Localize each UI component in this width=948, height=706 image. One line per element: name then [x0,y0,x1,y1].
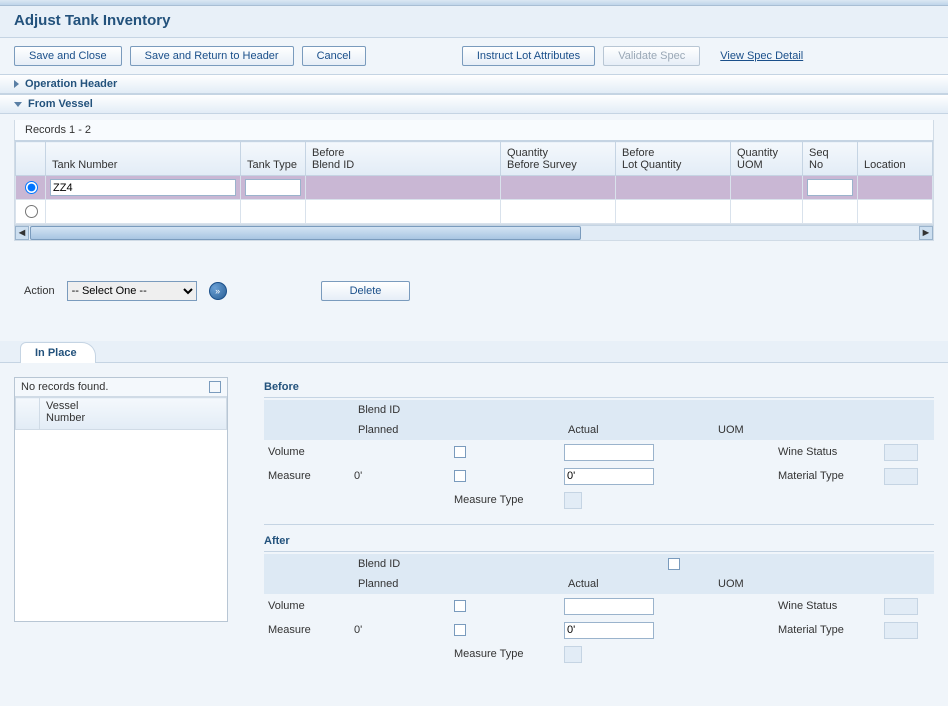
measure-type-label: Measure Type [454,494,564,506]
measure-type-value [564,492,582,509]
actual-label: Actual [564,424,664,436]
volume-label: Volume [264,446,354,458]
col-tank-type[interactable]: Tank Type [241,142,306,176]
no-records-label: No records found. [21,381,108,393]
after-measure-actual-input[interactable] [564,622,654,639]
col-location[interactable]: Location [858,142,933,176]
material-type-label: Material Type [774,470,884,482]
measure-type-label: Measure Type [454,648,564,660]
view-spec-link[interactable]: View Spec Detail [720,50,803,62]
uom-label: UOM [714,578,774,590]
from-vessel-label: From Vessel [28,98,93,110]
seq-no-input[interactable] [807,179,853,196]
planned-label: Planned [354,424,454,436]
col-qty-uom[interactable]: QuantityUOM [731,142,803,176]
planned-label: Planned [354,578,454,590]
after-measure-planned: 0' [354,624,454,636]
tab-in-place[interactable]: In Place [20,342,96,363]
records-count: Records 1 - 2 [14,120,934,141]
after-volume-actual-input[interactable] [564,598,654,615]
before-measure-actual-input[interactable] [564,468,654,485]
maximize-icon[interactable] [209,381,221,393]
material-type-value [884,468,918,485]
before-heading: Before [264,377,934,398]
tank-number-input[interactable] [50,179,236,196]
chevron-right-icon [14,80,19,88]
cancel-button[interactable]: Cancel [302,46,366,66]
vis-checkbox[interactable] [668,558,680,570]
action-select[interactable]: -- Select One -- [67,281,197,301]
validate-spec-button: Validate Spec [603,46,700,66]
material-type-value [884,622,918,639]
blend-id-label: Blend ID [354,404,454,416]
col-before-blend[interactable]: BeforeBlend ID [306,142,501,176]
vessel-mini-grid: No records found. VesselNumber [14,377,228,622]
actual-label: Actual [564,578,664,590]
wine-status-label: Wine Status [774,446,884,458]
vis-checkbox[interactable] [454,624,466,636]
wine-status-label: Wine Status [774,600,884,612]
tank-type-input[interactable] [245,179,301,196]
operation-header-section[interactable]: Operation Header [0,74,948,94]
operation-header-label: Operation Header [25,78,117,90]
material-type-label: Material Type [774,624,884,636]
instruct-lot-button[interactable]: Instruct Lot Attributes [462,46,595,66]
vessel-grid: Tank Number Tank Type BeforeBlend ID Qua… [15,141,933,224]
col-tank-number[interactable]: Tank Number [46,142,241,176]
scroll-left-icon[interactable]: ◄ [15,226,29,240]
measure-type-value [564,646,582,663]
toolbar: Save and Close Save and Return to Header… [0,38,948,74]
action-label: Action [24,285,55,297]
wine-status-value [884,598,918,615]
row-select-radio[interactable] [25,181,38,194]
measure-label: Measure [264,624,354,636]
page-title: Adjust Tank Inventory [0,6,948,38]
table-row[interactable] [16,200,933,224]
row-select-radio[interactable] [25,205,38,218]
vis-checkbox[interactable] [454,470,466,482]
delete-button[interactable]: Delete [321,281,411,301]
volume-label: Volume [264,600,354,612]
before-measure-planned: 0' [354,470,454,482]
measure-label: Measure [264,470,354,482]
scroll-right-icon[interactable]: ► [919,226,933,240]
save-close-button[interactable]: Save and Close [14,46,122,66]
blend-id-label: Blend ID [354,558,454,570]
col-qty-before[interactable]: QuantityBefore Survey [501,142,616,176]
from-vessel-section[interactable]: From Vessel [0,94,948,114]
grid-horizontal-scrollbar[interactable]: ◄ ► [14,225,934,241]
col-before-lot[interactable]: BeforeLot Quantity [616,142,731,176]
col-seq-no[interactable]: SeqNo [803,142,858,176]
uom-label: UOM [714,424,774,436]
after-heading: After [264,531,934,552]
before-volume-actual-input[interactable] [564,444,654,461]
vis-checkbox[interactable] [454,600,466,612]
vis-checkbox[interactable] [454,446,466,458]
wine-status-value [884,444,918,461]
chevron-down-icon [14,102,22,107]
save-return-button[interactable]: Save and Return to Header [130,46,294,66]
go-icon[interactable]: » [209,282,227,300]
table-row[interactable] [16,176,933,200]
col-vessel-number[interactable]: VesselNumber [40,398,227,430]
